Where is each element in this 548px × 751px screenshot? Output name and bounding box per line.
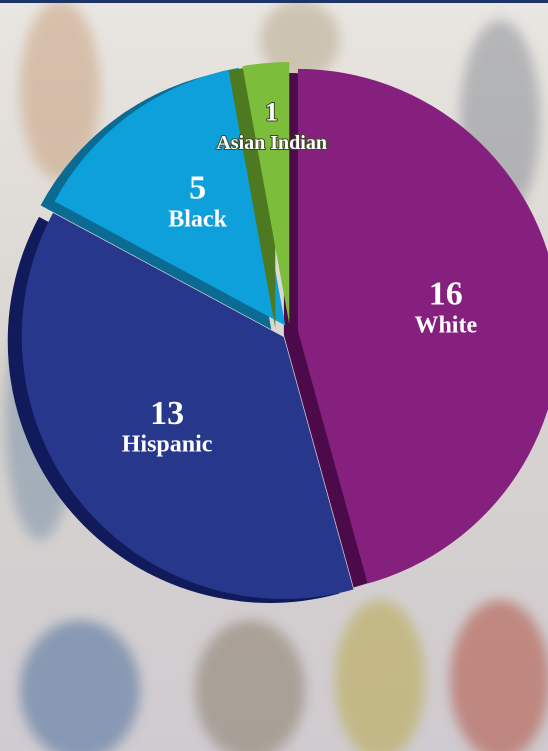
- value-label: 5: [189, 170, 206, 207]
- slice: [297, 68, 548, 584]
- value-label: 16: [429, 276, 463, 313]
- slice: [21, 212, 354, 599]
- slice: [242, 62, 290, 325]
- category-label: Asian Indian: [216, 132, 327, 154]
- category-label: Hispanic: [122, 432, 213, 458]
- slice: [54, 67, 286, 326]
- value-label: 13: [150, 395, 184, 432]
- category-label: White: [414, 312, 477, 338]
- top-border: [0, 0, 548, 3]
- background-figures: [5, 0, 548, 751]
- value-label: 1: [265, 97, 278, 126]
- category-label: Black: [168, 206, 227, 232]
